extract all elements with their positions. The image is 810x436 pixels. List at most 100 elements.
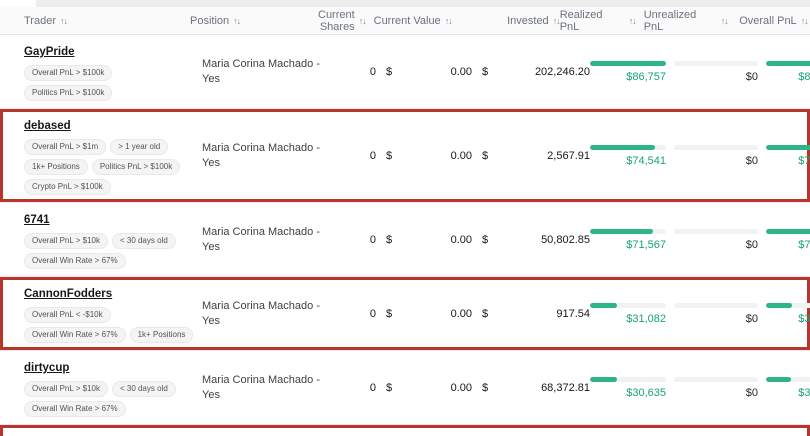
trader-badge: 1k+ Positions	[24, 159, 88, 175]
trader-badge: Crypto PnL > $100k	[24, 179, 111, 195]
column-header-label: Overall PnL	[739, 14, 797, 27]
currency-symbol: $	[386, 307, 393, 320]
currency-symbol: $	[482, 307, 489, 320]
table-row: dirtycup Overall PnL > $10k < 30 days old…	[0, 351, 810, 425]
trader-badge: Overall PnL < -$10k	[24, 307, 111, 323]
realized-pnl-value: $86,757	[626, 70, 666, 83]
invested-value: 202,246.20	[534, 65, 590, 78]
currency-symbol: $	[482, 149, 489, 162]
trader-badge: < 30 days old	[111, 381, 176, 397]
trader-link[interactable]: CannonFodders	[24, 288, 113, 300]
column-header-label: Current Shares	[318, 8, 355, 33]
current-shares: 0	[369, 233, 376, 246]
badge-list: Overall PnL > $10k < 30 days old Overall W…	[24, 381, 196, 417]
position-cell: Maria Corina Machado - Yes	[202, 225, 330, 255]
trader-badge: Overall PnL > $10k	[24, 381, 108, 397]
current-value-cell: $ 0.00	[376, 234, 472, 246]
trader-badge: Overall PnL > $10k	[24, 233, 108, 249]
trader-cell: CannonFodders Overall PnL < -$10k Overall…	[12, 284, 202, 343]
realized-pnl-value: $31,082	[626, 312, 666, 325]
overall-pnl-bar-track	[766, 60, 810, 66]
position-text: Maria Corina Machado - Yes	[202, 373, 320, 401]
overall-pnl-cell: $74,541	[766, 144, 810, 167]
trader-cell: 6741 Overall PnL > $10k < 30 days old Over…	[12, 210, 202, 269]
badge-list: Overall PnL < -$10k Overall Win Rate > 67…	[24, 307, 196, 343]
invested-cell: $ 917.54	[472, 308, 590, 320]
current-value: 0.00	[450, 307, 472, 320]
sort-icon[interactable]: ↑↓	[628, 15, 637, 26]
currency-symbol: $	[482, 233, 489, 246]
current-value-cell: $ 0.00	[376, 382, 472, 394]
sort-icon[interactable]: ↑↓	[444, 15, 453, 26]
overall-pnl-value: $86,757	[798, 70, 810, 83]
current-value: 0.00	[450, 149, 472, 162]
column-header-trader[interactable]: Trader ↑↓	[12, 15, 190, 27]
realized-pnl-bar	[590, 228, 653, 234]
overall-pnl-bar-track	[766, 144, 810, 150]
realized-pnl-bar-track	[590, 60, 666, 66]
sort-icon[interactable]: ↑↓	[358, 15, 367, 26]
currency-symbol: $	[386, 149, 393, 162]
column-header-position[interactable]: Position ↑↓	[190, 15, 318, 27]
column-header-label: Realized PnL	[559, 8, 603, 33]
trader-cell: dirtycup Overall PnL > $10k < 30 days old…	[12, 358, 202, 417]
current-shares: 0	[369, 65, 376, 78]
table-row: 6741 Overall PnL > $10k < 30 days old Over…	[0, 203, 810, 277]
trader-link[interactable]: dirtycup	[24, 362, 70, 374]
column-header-current-shares[interactable]: Current Shares ↑↓	[318, 8, 367, 33]
column-header-realized-pnl[interactable]: Realized PnL ↑↓	[559, 8, 637, 33]
realized-pnl-cell: $71,567	[590, 228, 666, 251]
unrealized-pnl-value: $0	[745, 238, 758, 251]
unrealized-pnl-value: $0	[745, 154, 758, 167]
column-header-unrealized-pnl[interactable]: Unrealized PnL ↑↓	[644, 9, 729, 33]
top-strip-notch	[0, 0, 36, 7]
unrealized-pnl-cell: $0	[674, 60, 758, 83]
trader-badge: Politics PnL > $100k	[24, 85, 113, 101]
overall-pnl-bar	[766, 302, 792, 308]
column-header-label: Invested	[507, 14, 549, 27]
sort-icon[interactable]: ↑↓	[233, 15, 241, 26]
realized-pnl-bar	[590, 302, 618, 308]
sort-icon[interactable]: ↑↓	[60, 15, 68, 26]
badge-list: Overall PnL > $10k < 30 days old Overall W…	[24, 233, 196, 269]
overall-pnl-value: $71,567	[798, 238, 810, 251]
table-row: GayPride Overall PnL > $100k Politics PnL…	[0, 35, 810, 109]
sort-icon[interactable]: ↑↓	[800, 15, 809, 26]
realized-pnl-cell: $86,757	[590, 60, 666, 83]
unrealized-pnl-bar-track	[674, 60, 758, 66]
column-header-label: Trader	[24, 14, 56, 27]
unrealized-pnl-value: $0	[745, 312, 758, 325]
position-cell: Maria Corina Machado - Yes	[202, 299, 330, 329]
unrealized-pnl-cell: $0	[674, 228, 758, 251]
overall-pnl-bar	[766, 376, 792, 382]
column-header-overall-pnl[interactable]: Overall PnL ↑↓	[736, 15, 808, 27]
table-row: debased Overall PnL > $1m > 1 year old 1k+…	[0, 109, 810, 203]
current-value-cell: $ 0.00	[376, 66, 472, 78]
position-cell: Maria Corina Machado - Yes	[202, 141, 330, 171]
table-row: CannonFodders Overall PnL < -$10k Overall…	[0, 277, 810, 351]
sort-icon[interactable]: ↑↓	[552, 15, 561, 26]
trader-link[interactable]: 6741	[24, 214, 50, 226]
realized-pnl-value: $71,567	[626, 238, 666, 251]
trader-cell: GayPride Overall PnL > $100k Politics PnL…	[12, 42, 202, 101]
current-shares: 0	[369, 149, 376, 162]
currency-symbol: $	[482, 65, 489, 78]
sort-icon[interactable]: ↑↓	[720, 15, 729, 26]
position-text: Maria Corina Machado - Yes	[202, 57, 320, 85]
overall-pnl-bar-track	[766, 302, 810, 308]
overall-pnl-cell: $86,757	[766, 60, 810, 83]
column-header-invested[interactable]: Invested ↑↓	[452, 14, 561, 27]
traders-table: Trader ↑↓ Position ↑↓ Current Shares ↑↓ …	[0, 7, 810, 436]
position-text: Maria Corina Machado - Yes	[202, 141, 320, 169]
current-value: 0.00	[450, 233, 472, 246]
realized-pnl-bar	[590, 376, 617, 382]
currency-symbol: $	[386, 233, 393, 246]
trader-link[interactable]: debased	[24, 120, 71, 132]
current-value-cell: $ 0.00	[376, 308, 472, 320]
invested-cell: $ 68,372.81	[472, 382, 590, 394]
position-text: Maria Corina Machado - Yes	[202, 225, 320, 253]
trader-link[interactable]: GayPride	[24, 46, 75, 58]
realized-pnl-bar	[590, 60, 666, 66]
column-header-current-value[interactable]: Current Value ↑↓	[366, 15, 453, 27]
invested-cell: $ 2,567.91	[472, 150, 590, 162]
